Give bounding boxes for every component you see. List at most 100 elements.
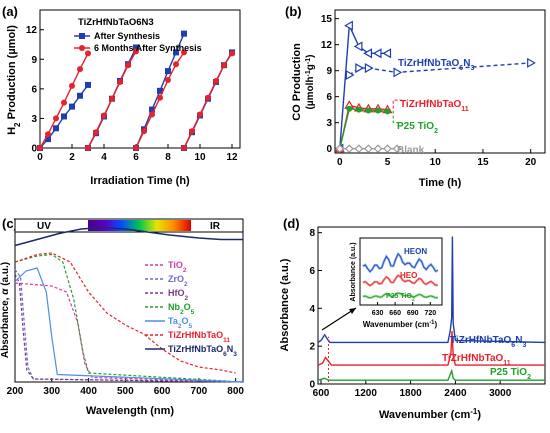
panel-d-inset-frame bbox=[359, 237, 443, 306]
data-point bbox=[93, 129, 99, 136]
panel-b-plot: 0 5 10 15 20 0 3 6 9 12 15 bbox=[321, 14, 537, 168]
y-tick-label: 9 bbox=[326, 66, 332, 77]
panel-c-xlabel: Wavelength (nm) bbox=[86, 405, 175, 417]
inset-label-heo: HEO bbox=[400, 271, 417, 280]
panel-a-frame bbox=[39, 9, 241, 149]
data-point bbox=[133, 48, 139, 55]
x-tick-label: 5 bbox=[385, 157, 391, 168]
panel-b-xlabel: Time (h) bbox=[419, 177, 462, 189]
inset-pointer-arrowhead bbox=[349, 308, 356, 314]
data-point bbox=[382, 48, 392, 59]
panel-a-xlabel: Irradiation Time (h) bbox=[90, 175, 190, 187]
legend-label-0: TiO2 bbox=[168, 260, 187, 274]
data-point bbox=[353, 41, 363, 52]
panel-c-label: (c) bbox=[2, 216, 18, 231]
y-tick-label: 12 bbox=[26, 25, 38, 36]
data-point bbox=[189, 128, 195, 135]
x-tick-label: 2 bbox=[69, 152, 75, 163]
data-point bbox=[53, 125, 59, 132]
x-tick-label: 3000 bbox=[489, 388, 512, 399]
inset-x-tick-label: 720 bbox=[424, 310, 436, 317]
series-line-6 bbox=[14, 226, 243, 247]
inset-label-heon: HEON bbox=[404, 247, 427, 256]
data-point bbox=[77, 66, 83, 73]
data-point bbox=[383, 144, 392, 154]
panel-c-legend: TiO2ZrO2HfO2Nb2O5Ta2O5TiZrHfNbTaO11TiZrH… bbox=[145, 260, 237, 358]
p25-leader bbox=[392, 110, 402, 124]
y-tick-label: 0 bbox=[326, 144, 332, 155]
series-line-0 bbox=[14, 282, 244, 383]
data-point bbox=[149, 106, 155, 113]
x-tick-label: 1800 bbox=[399, 388, 422, 399]
data-point bbox=[372, 48, 382, 59]
panel-c-frame bbox=[14, 231, 244, 383]
panel-d-inset-plot: 630 660 690 720 bbox=[362, 251, 439, 317]
panel-c-ir-label: IR bbox=[210, 221, 221, 232]
series-line-3 bbox=[14, 253, 244, 383]
series-line-2 bbox=[14, 273, 244, 383]
inset-xlabel: Wavenumber (cm-1) bbox=[363, 320, 438, 329]
x-tick-label: 200 bbox=[7, 386, 24, 397]
y-tick-label: 3 bbox=[31, 114, 37, 125]
data-point bbox=[229, 50, 235, 57]
data-point bbox=[373, 144, 383, 154]
data-point bbox=[181, 145, 187, 151]
data-point bbox=[213, 77, 219, 84]
data-point bbox=[344, 20, 353, 31]
x-tick-label: 0 bbox=[337, 157, 343, 168]
legend-label-1: ZrO2 bbox=[168, 274, 188, 288]
data-point bbox=[101, 112, 107, 119]
x-tick-label: 10 bbox=[430, 157, 442, 168]
legend-label-6: TiZrHfNbTaO6N3 bbox=[168, 344, 237, 358]
data-point bbox=[133, 145, 139, 151]
data-point bbox=[355, 63, 365, 74]
panel-b-frame bbox=[334, 9, 546, 154]
inset-line-0 bbox=[362, 253, 439, 273]
y-tick-label: 3 bbox=[326, 118, 332, 129]
legend-6-months: 6 Months After Synthesis bbox=[94, 43, 202, 53]
inset-line-1 bbox=[362, 274, 438, 287]
x-tick-label: 4 bbox=[101, 152, 107, 163]
panel-d-ylabel: Absorbance (a.u.) bbox=[279, 258, 291, 351]
data-point bbox=[69, 103, 75, 110]
x-tick-label: 400 bbox=[80, 386, 97, 397]
y-tick-label: 15 bbox=[321, 14, 333, 25]
y-tick-label: 0 bbox=[309, 380, 315, 391]
data-point bbox=[355, 106, 362, 113]
panel-a-legend: After Synthesis 6 Months After Synthesis bbox=[74, 31, 202, 53]
inset-label-p25: P25 TiO2 bbox=[386, 293, 415, 303]
panel-b-label-blank: Blank bbox=[397, 145, 425, 156]
panel-a-plot: 0 2 4 6 8 10 12 0 3 6 9 12 bbox=[26, 25, 238, 163]
y-tick-label: 4 bbox=[309, 304, 315, 315]
heo-leader bbox=[392, 99, 402, 109]
data-point bbox=[221, 62, 227, 69]
data-point bbox=[141, 128, 147, 135]
inset-line-2 bbox=[362, 292, 438, 299]
panel-c-uv-label: UV bbox=[37, 221, 51, 232]
data-point bbox=[345, 69, 355, 81]
panel-b-ylabel: CO Production bbox=[291, 43, 303, 121]
panel-a-annotation: TiZrHfNbTaO6N3 bbox=[78, 17, 154, 28]
y-tick-label: 8 bbox=[309, 228, 315, 239]
x-tick-label: 700 bbox=[191, 386, 208, 397]
inset-x-tick-label: 660 bbox=[389, 310, 401, 317]
panel-d-label-heon: TiZrHfNbTaO6N3 bbox=[450, 335, 526, 349]
data-point bbox=[85, 145, 91, 151]
series-line-0 bbox=[339, 22, 388, 149]
data-point bbox=[181, 49, 187, 56]
data-point bbox=[392, 144, 402, 154]
x-tick-label: 600 bbox=[154, 386, 171, 397]
x-tick-label: 10 bbox=[194, 152, 206, 163]
panel-a-label: (a) bbox=[2, 4, 18, 19]
x-tick-label: 2400 bbox=[444, 388, 467, 399]
data-point bbox=[354, 144, 364, 154]
panel-d-label-heo: TiZrHfNbTaO11 bbox=[442, 353, 511, 367]
data-point bbox=[53, 115, 59, 122]
data-point bbox=[165, 68, 171, 75]
legend-label-2: HfO2 bbox=[168, 288, 189, 302]
data-point bbox=[61, 99, 67, 106]
series-line-2 bbox=[317, 368, 545, 381]
data-point bbox=[157, 87, 163, 94]
data-point bbox=[173, 49, 179, 56]
data-point bbox=[85, 81, 91, 88]
